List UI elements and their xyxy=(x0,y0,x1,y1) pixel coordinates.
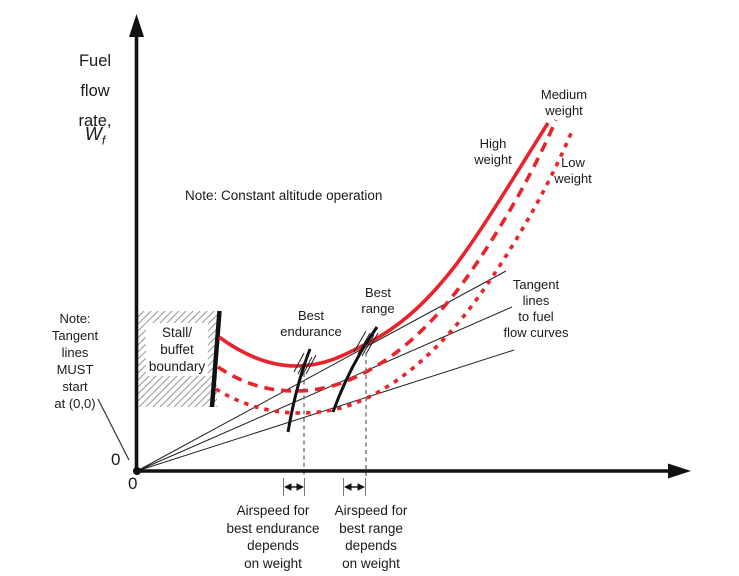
best-endurance-label: Best endurance xyxy=(280,308,342,339)
y-axis-label: Fuel flow rate, xyxy=(78,52,112,130)
origin-dot xyxy=(133,467,141,475)
stall-buffet-label: Stall/ buffet boundary xyxy=(145,323,209,376)
airspeed-range-caption: Airspeed for best range depends on weigh… xyxy=(334,503,408,571)
note-pointer-line xyxy=(97,398,130,461)
medium-weight-curve xyxy=(216,119,558,393)
constant-altitude-note: Note: Constant altitude operation xyxy=(185,188,383,203)
best-range-hatch-marks xyxy=(353,330,379,357)
tangent-origin-note: Note: Tangent lines MUST start at (0,0) xyxy=(51,311,99,411)
stall-buffet-boundary-line xyxy=(209,310,222,408)
range-interval-arrow xyxy=(344,483,365,491)
endurance-interval-arrow xyxy=(284,483,304,491)
y-axis-zero-label: 0 xyxy=(111,450,121,469)
axes xyxy=(129,14,691,479)
x-axis-arrowhead xyxy=(668,463,691,479)
low-weight-label: Low weight xyxy=(554,155,592,186)
airspeed-interval-ticks xyxy=(283,478,366,496)
fuel-flow-symbol-subscript: f xyxy=(101,133,106,148)
y-axis-arrowhead xyxy=(129,14,144,37)
best-endurance-hatch-marks xyxy=(293,352,317,377)
x-axis-zero-label: 0 xyxy=(128,474,138,493)
fuel-flow-symbol: Ẇ xyxy=(84,124,102,144)
airspeed-endurance-caption: Airspeed for best endurance depends on w… xyxy=(226,503,320,571)
high-weight-label: High weight xyxy=(474,136,512,167)
y-axis-symbol: Ẇf xyxy=(84,124,106,149)
best-range-label: Best range xyxy=(361,285,395,316)
tangent-lines-label: Tangent lines to fuel flow curves xyxy=(503,277,569,340)
tangent-line-low xyxy=(136,349,515,472)
best-range-locus xyxy=(331,326,379,413)
high-weight-curve xyxy=(217,122,550,368)
medium-weight-label: Medium weight xyxy=(540,87,588,118)
